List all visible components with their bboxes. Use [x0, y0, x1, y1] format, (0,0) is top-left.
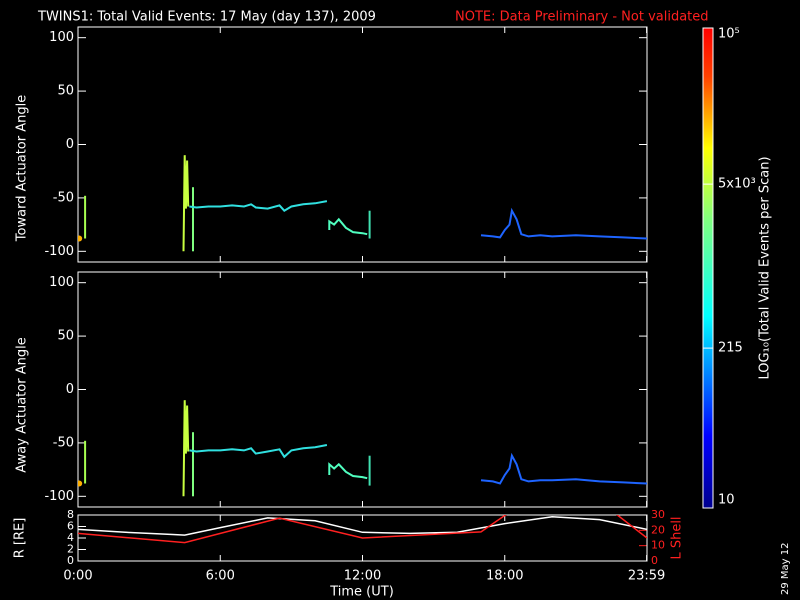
data-line — [480, 207, 647, 240]
y2-tick-label: 10 — [651, 539, 665, 552]
data-line — [189, 444, 328, 459]
y-tick-label: 4 — [67, 531, 74, 544]
colorbar-tick-label: 215 — [718, 341, 743, 356]
y-tick-label: -50 — [53, 190, 74, 205]
chart-title: TWINS1: Total Valid Events: 17 May (day … — [37, 10, 376, 25]
x-tick-label: 12:00 — [344, 569, 381, 584]
x-axis-label: Time (UT) — [329, 585, 394, 600]
colorbar-tick-label: 5x10³ — [718, 177, 756, 192]
colorbar — [702, 27, 714, 509]
data-line — [78, 515, 647, 544]
y-tick-label: -100 — [44, 489, 74, 504]
y-tick-label: 100 — [49, 30, 74, 45]
data-line — [480, 452, 647, 485]
x-tick-label: 18:00 — [486, 569, 523, 584]
colorbar-label: LOG₁₀(Total Valid Events per Scan) — [758, 156, 773, 379]
y-tick-label: 0 — [66, 137, 74, 152]
x-tick-label: 6:00 — [206, 569, 235, 584]
data-point — [78, 480, 83, 487]
y-tick-label: -100 — [44, 244, 74, 259]
data-line — [182, 400, 190, 497]
data-line — [78, 515, 647, 536]
colorbar-tick-label: 10⁵ — [718, 27, 740, 42]
chart-note: NOTE: Data Preliminary - Not validated — [455, 10, 709, 25]
data-point — [78, 235, 83, 242]
footnote: 29 May 12 — [780, 543, 791, 595]
y-tick-label: -50 — [53, 435, 74, 450]
y2-tick-label: 0 — [651, 554, 658, 567]
y2-tick-label: 30 — [651, 508, 665, 521]
y-tick-label: 6 — [67, 520, 74, 533]
x-tick-label: 23:59 — [628, 569, 665, 584]
y2-axis-label: L Shell — [670, 516, 685, 559]
y2-tick-label: 20 — [651, 523, 665, 536]
x-tick-label: 0:00 — [63, 569, 92, 584]
y-tick-label: 100 — [49, 275, 74, 290]
plot-frame — [77, 26, 648, 263]
y-tick-label: 0 — [66, 382, 74, 397]
y-tick-label: 50 — [57, 329, 74, 344]
y-axis-label: Away Actuator Angle — [15, 337, 30, 472]
y-axis-label: Toward Actuator Angle — [15, 95, 30, 242]
y-tick-label: 0 — [67, 554, 74, 567]
data-line — [182, 155, 190, 252]
colorbar-tick-label: 10 — [718, 493, 735, 508]
data-line — [328, 217, 368, 236]
data-line — [189, 200, 328, 212]
y-tick-label: 2 — [67, 543, 74, 556]
data-line — [328, 462, 368, 480]
plot-frame — [77, 271, 648, 508]
y-tick-label: 50 — [57, 84, 74, 99]
y-axis-label: R [RE] — [13, 518, 28, 559]
y-tick-label: 8 — [67, 508, 74, 521]
